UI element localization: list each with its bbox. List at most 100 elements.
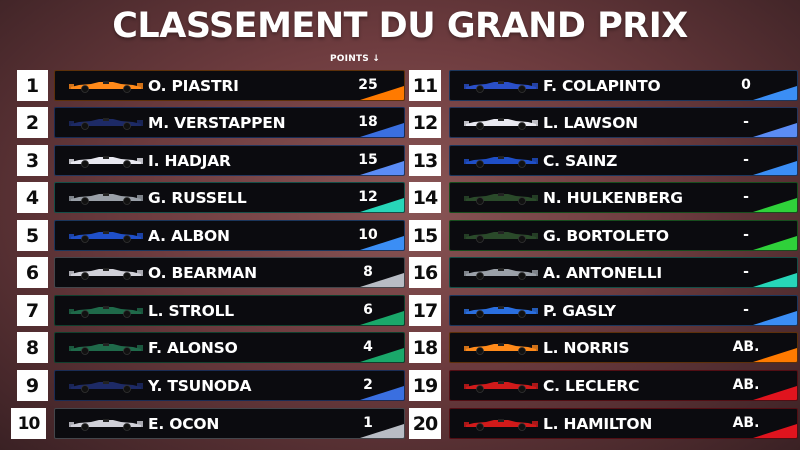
driver-name: C. SAINZ [543,152,618,170]
driver-points: 10 [358,227,378,243]
position-number: 14 [409,182,441,213]
position-number: 20 [409,408,441,439]
car-image [464,266,538,280]
driver-name: L. HAMILTON [543,415,653,433]
driver-points: 12 [358,189,378,205]
driver-name: I. HADJAR [148,152,231,170]
standings-row: 7 L. STROLL 6 [17,295,407,326]
standings-row: 18 L. NORRIS AB. [409,332,799,363]
car-icon [464,419,538,431]
driver-card: C. SAINZ - [449,145,798,176]
standings-row: 1 O. PIASTRI 25 [17,70,407,101]
car-icon [464,118,538,130]
car-image [464,191,538,205]
driver-name: L. STROLL [148,302,234,320]
driver-name: Y. TSUNODA [148,377,252,395]
page-title: CLASSEMENT DU GRAND PRIX [112,6,688,46]
position-number: 9 [17,370,48,401]
car-image [69,379,143,393]
driver-points: AB. [732,339,760,355]
driver-card: L. STROLL 6 [54,295,405,326]
car-icon [69,118,143,130]
car-icon [464,306,538,318]
driver-points: 25 [358,77,378,93]
driver-points: - [743,227,749,243]
car-icon [69,156,143,168]
standings-row: 10 E. OCON 1 [11,408,407,439]
position-number: 10 [11,408,46,439]
driver-card: O. BEARMAN 8 [54,257,405,288]
driver-points: - [743,152,749,168]
driver-card: G. RUSSELL 12 [54,182,405,213]
driver-card: L. HAMILTON AB. [449,408,798,439]
driver-name: F. ALONSO [148,339,238,357]
driver-name: N. HULKENBERG [543,189,683,207]
car-icon [69,343,143,355]
car-icon [464,268,538,280]
driver-name: C. LECLERC [543,377,640,395]
standings-row: 5 A. ALBON 10 [17,220,407,251]
car-icon [464,231,538,243]
driver-card: O. PIASTRI 25 [54,70,405,101]
driver-points: AB. [732,377,760,393]
driver-name: L. LAWSON [543,114,638,132]
driver-card: N. HULKENBERG - [449,182,798,213]
driver-points: - [743,302,749,318]
car-icon [69,268,143,280]
driver-card: L. LAWSON - [449,107,798,138]
car-image [69,341,143,355]
driver-card: G. BORTOLETO - [449,220,798,251]
driver-card: A. ALBON 10 [54,220,405,251]
car-image [69,266,143,280]
car-icon [69,306,143,318]
car-image [69,154,143,168]
standings-row: 19 C. LECLERC AB. [409,370,799,401]
car-icon [464,343,538,355]
car-icon [69,231,143,243]
car-image [464,79,538,93]
standings-row: 16 A. ANTONELLI - [409,257,799,288]
standings-row: 11 F. COLAPINTO 0 [409,70,799,101]
car-image [464,304,538,318]
driver-points: 1 [363,415,373,431]
driver-name: E. OCON [148,415,220,433]
standings-row: 20 L. HAMILTON AB. [409,408,799,439]
driver-name: F. COLAPINTO [543,77,661,95]
driver-name: M. VERSTAPPEN [148,114,286,132]
car-image [464,341,538,355]
points-column-header: POINTS ↓ [330,54,381,64]
car-image [464,116,538,130]
standings-row: 6 O. BEARMAN 8 [17,257,407,288]
position-number: 8 [17,332,48,363]
driver-name: A. ALBON [148,227,230,245]
car-image [69,191,143,205]
driver-card: A. ANTONELLI - [449,257,798,288]
driver-name: G. RUSSELL [148,189,247,207]
position-number: 6 [17,257,48,288]
driver-name: O. PIASTRI [148,77,239,95]
driver-card: P. GASLY - [449,295,798,326]
position-number: 7 [17,295,48,326]
car-icon [464,156,538,168]
driver-points: 15 [358,152,378,168]
car-icon [69,81,143,93]
standings-row: 17 P. GASLY - [409,295,799,326]
car-icon [69,193,143,205]
driver-name: A. ANTONELLI [543,264,662,282]
car-image [69,116,143,130]
position-number: 3 [17,145,48,176]
standings-row: 3 I. HADJAR 15 [17,145,407,176]
driver-points: - [743,264,749,280]
car-image [464,417,538,431]
driver-card: F. ALONSO 4 [54,332,405,363]
driver-points: 4 [363,339,373,355]
driver-points: AB. [732,415,760,431]
driver-card: M. VERSTAPPEN 18 [54,107,405,138]
driver-points: 8 [363,264,373,280]
standings-row: 2 M. VERSTAPPEN 18 [17,107,407,138]
position-number: 16 [409,257,441,288]
driver-points: 6 [363,302,373,318]
position-number: 1 [17,70,48,101]
position-number: 15 [409,220,441,251]
driver-name: O. BEARMAN [148,264,257,282]
